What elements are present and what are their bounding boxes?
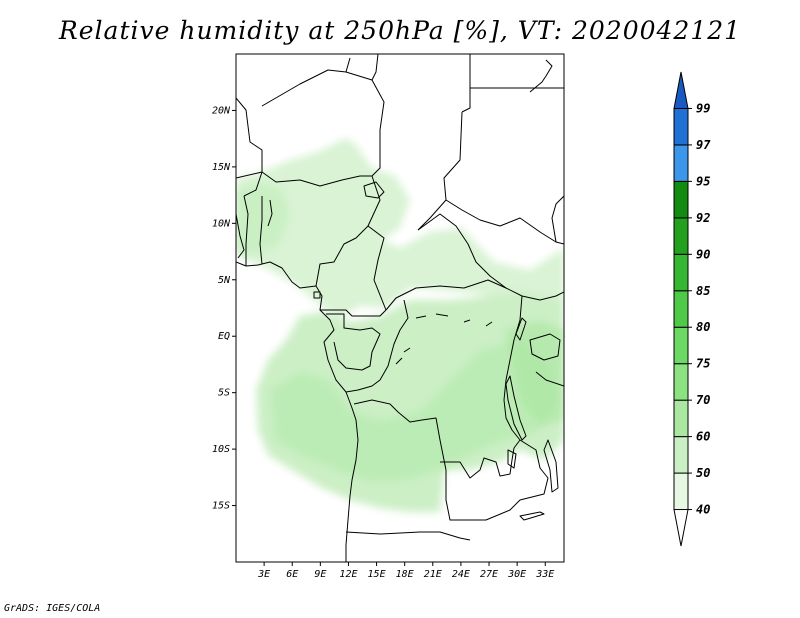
colorbar-segment: [673, 144, 689, 182]
lat-axis: 20N 15N 10N 5N EQ 5S 10S 15S: [212, 105, 236, 512]
colorbar-segment: [673, 253, 689, 292]
lake-albert: [515, 317, 527, 341]
lake-tanganyika: [505, 375, 527, 441]
lake-mweru: [507, 449, 517, 469]
colorbar-label: 70: [696, 393, 710, 407]
colorbar-segment: [673, 399, 689, 438]
lat-tick-label: 15N: [212, 162, 231, 173]
lat-tick-label: 15S: [212, 501, 230, 512]
map-title: Relative humidity at 250hPa [%], VT: 202…: [58, 16, 742, 45]
border-cameroon-gabon: [320, 309, 387, 317]
border-west-africa-3: [259, 196, 263, 265]
border-chad-car: [367, 225, 387, 311]
lon-tick-label: 24E: [452, 569, 470, 580]
border-drc-west: [345, 299, 409, 393]
colorbar: 40 50 60 70 75 80 85 90 92 95 97 99: [673, 71, 711, 547]
colorbar-segment: [673, 107, 689, 146]
border-gabon-congo: [326, 313, 381, 371]
border-chad-libya: [371, 79, 385, 177]
border-angola-zambia: [445, 470, 470, 521]
drc-river-arc: [395, 347, 411, 365]
islands-bioko: [313, 291, 321, 299]
colorbar-label: 92: [696, 211, 710, 225]
border-west-africa-2: [243, 195, 249, 266]
lon-tick-label: 21E: [424, 569, 442, 580]
border-ethiopia: [551, 195, 564, 243]
coast-madagascar-edge: [529, 59, 553, 93]
colorbar-segment: [673, 290, 689, 328]
lon-tick-label: 6E: [286, 569, 298, 580]
colorbar-label: 60: [696, 430, 710, 444]
lon-tick-label: 18E: [396, 569, 414, 580]
border-niger-north: [261, 57, 351, 107]
colorbar-segment: [673, 436, 689, 474]
border-west-africa-1: [243, 171, 263, 197]
border-car-south: [385, 279, 523, 311]
border-nigeria-cameroon: [315, 175, 381, 287]
border-car-sudan: [417, 213, 507, 289]
lat-tick-label: 10S: [212, 444, 230, 455]
colorbar-label: 50: [696, 466, 710, 480]
border-niger-nigeria: [261, 171, 372, 187]
colorbar-segment: [673, 363, 689, 401]
border-egypt-libya: [461, 54, 471, 113]
colorbar-label: 99: [696, 101, 710, 115]
border-libya: [345, 54, 379, 81]
lake-victoria: [529, 333, 561, 361]
border-mali-niger: [236, 97, 263, 179]
humidity-area-south-core: [270, 340, 560, 482]
lat-tick-label: 10N: [212, 218, 231, 229]
colorbar-segment: [673, 326, 689, 365]
colorbar-label: 75: [696, 357, 710, 371]
humidity-area-west-core: [236, 182, 290, 255]
lat-tick-label: 5N: [218, 275, 231, 286]
colorbar-segment: [673, 509, 689, 547]
colorbar-label: 40: [696, 503, 710, 517]
lon-tick-label: 3E: [257, 569, 270, 580]
colorbar-segment: [673, 71, 689, 109]
lon-axis: 3E 6E 9E 12E 15E 18E 21E 24E 27E 30E 33E: [257, 562, 554, 580]
border-south-sudan: [445, 199, 564, 245]
border-uganda-kenya: [521, 291, 564, 301]
border-chad-sudan: [417, 111, 463, 231]
lon-tick-label: 12E: [339, 569, 357, 580]
border-tanzania: [535, 371, 564, 387]
lon-tick-label: 15E: [368, 569, 386, 580]
lat-tick-label: EQ: [218, 331, 230, 342]
map-frame: [235, 53, 565, 563]
grads-credit: GrADS: IGES/COLA: [4, 603, 101, 614]
humidity-area-east-core: [505, 320, 564, 425]
lake-kariba: [519, 511, 545, 521]
lon-tick-label: 9E: [314, 569, 326, 580]
lon-tick-label: 30E: [507, 569, 526, 580]
border-drc-zambia: [440, 439, 521, 479]
border-angola-namibia: [345, 531, 471, 541]
colorbar-segment: [673, 472, 689, 511]
coastline: [236, 261, 359, 562]
lake-malawi: [543, 439, 559, 493]
lon-tick-label: 27E: [480, 569, 498, 580]
border-drc-angola: [353, 399, 447, 471]
colorbar-label: 97: [696, 138, 711, 152]
border-drc-inner-lakes: [415, 313, 493, 327]
lon-tick-label: 33E: [535, 569, 554, 580]
lat-tick-label: 20N: [212, 105, 231, 116]
humidity-shading: [236, 138, 564, 512]
lat-tick-label: 5S: [218, 388, 230, 399]
border-west-africa-4: [267, 199, 273, 227]
colorbar-label: 85: [696, 284, 710, 298]
border-drc-east: [503, 295, 523, 441]
colorbar-segment: [673, 180, 689, 219]
lake-volta: [236, 213, 245, 259]
colorbar-label: 80: [696, 320, 710, 334]
boundaries: [236, 54, 564, 562]
colorbar-label: 90: [696, 247, 710, 261]
colorbar-segment: [673, 217, 689, 255]
border-zambia-east: [470, 439, 549, 521]
colorbar-label: 95: [696, 174, 710, 188]
